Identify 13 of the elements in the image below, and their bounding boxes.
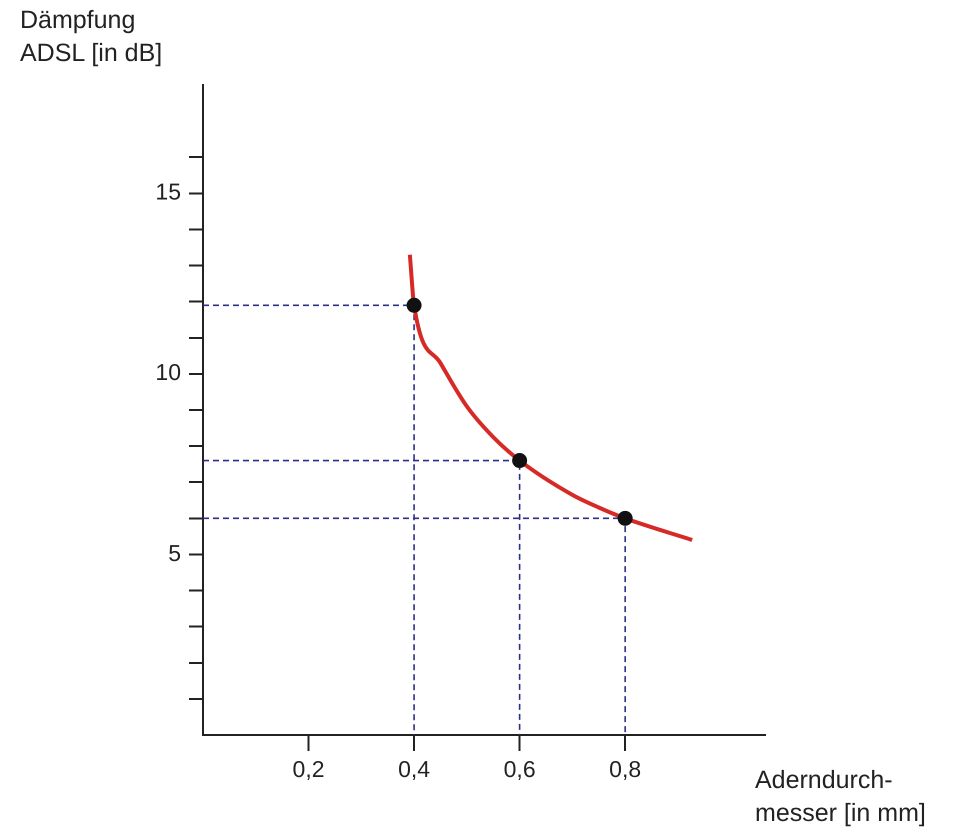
point [512, 453, 528, 468]
x-tick-label: 0,6 [504, 756, 536, 782]
x-tick-label: 0,2 [292, 756, 325, 782]
point [618, 510, 633, 526]
y-tick-label: 10 [155, 359, 181, 386]
y-tick-label: 5 [168, 540, 181, 566]
x-axis-title: Aderndurch- messer [in mm] [755, 765, 926, 829]
line-series [408, 252, 694, 542]
y-axis-title: Dämpfung ADSL [in dB] [20, 5, 162, 69]
x-tick-label: 0,8 [609, 756, 642, 782]
point [406, 298, 422, 313]
x-tick-label: 0,4 [398, 756, 430, 782]
y-tick-label: 15 [155, 178, 181, 205]
